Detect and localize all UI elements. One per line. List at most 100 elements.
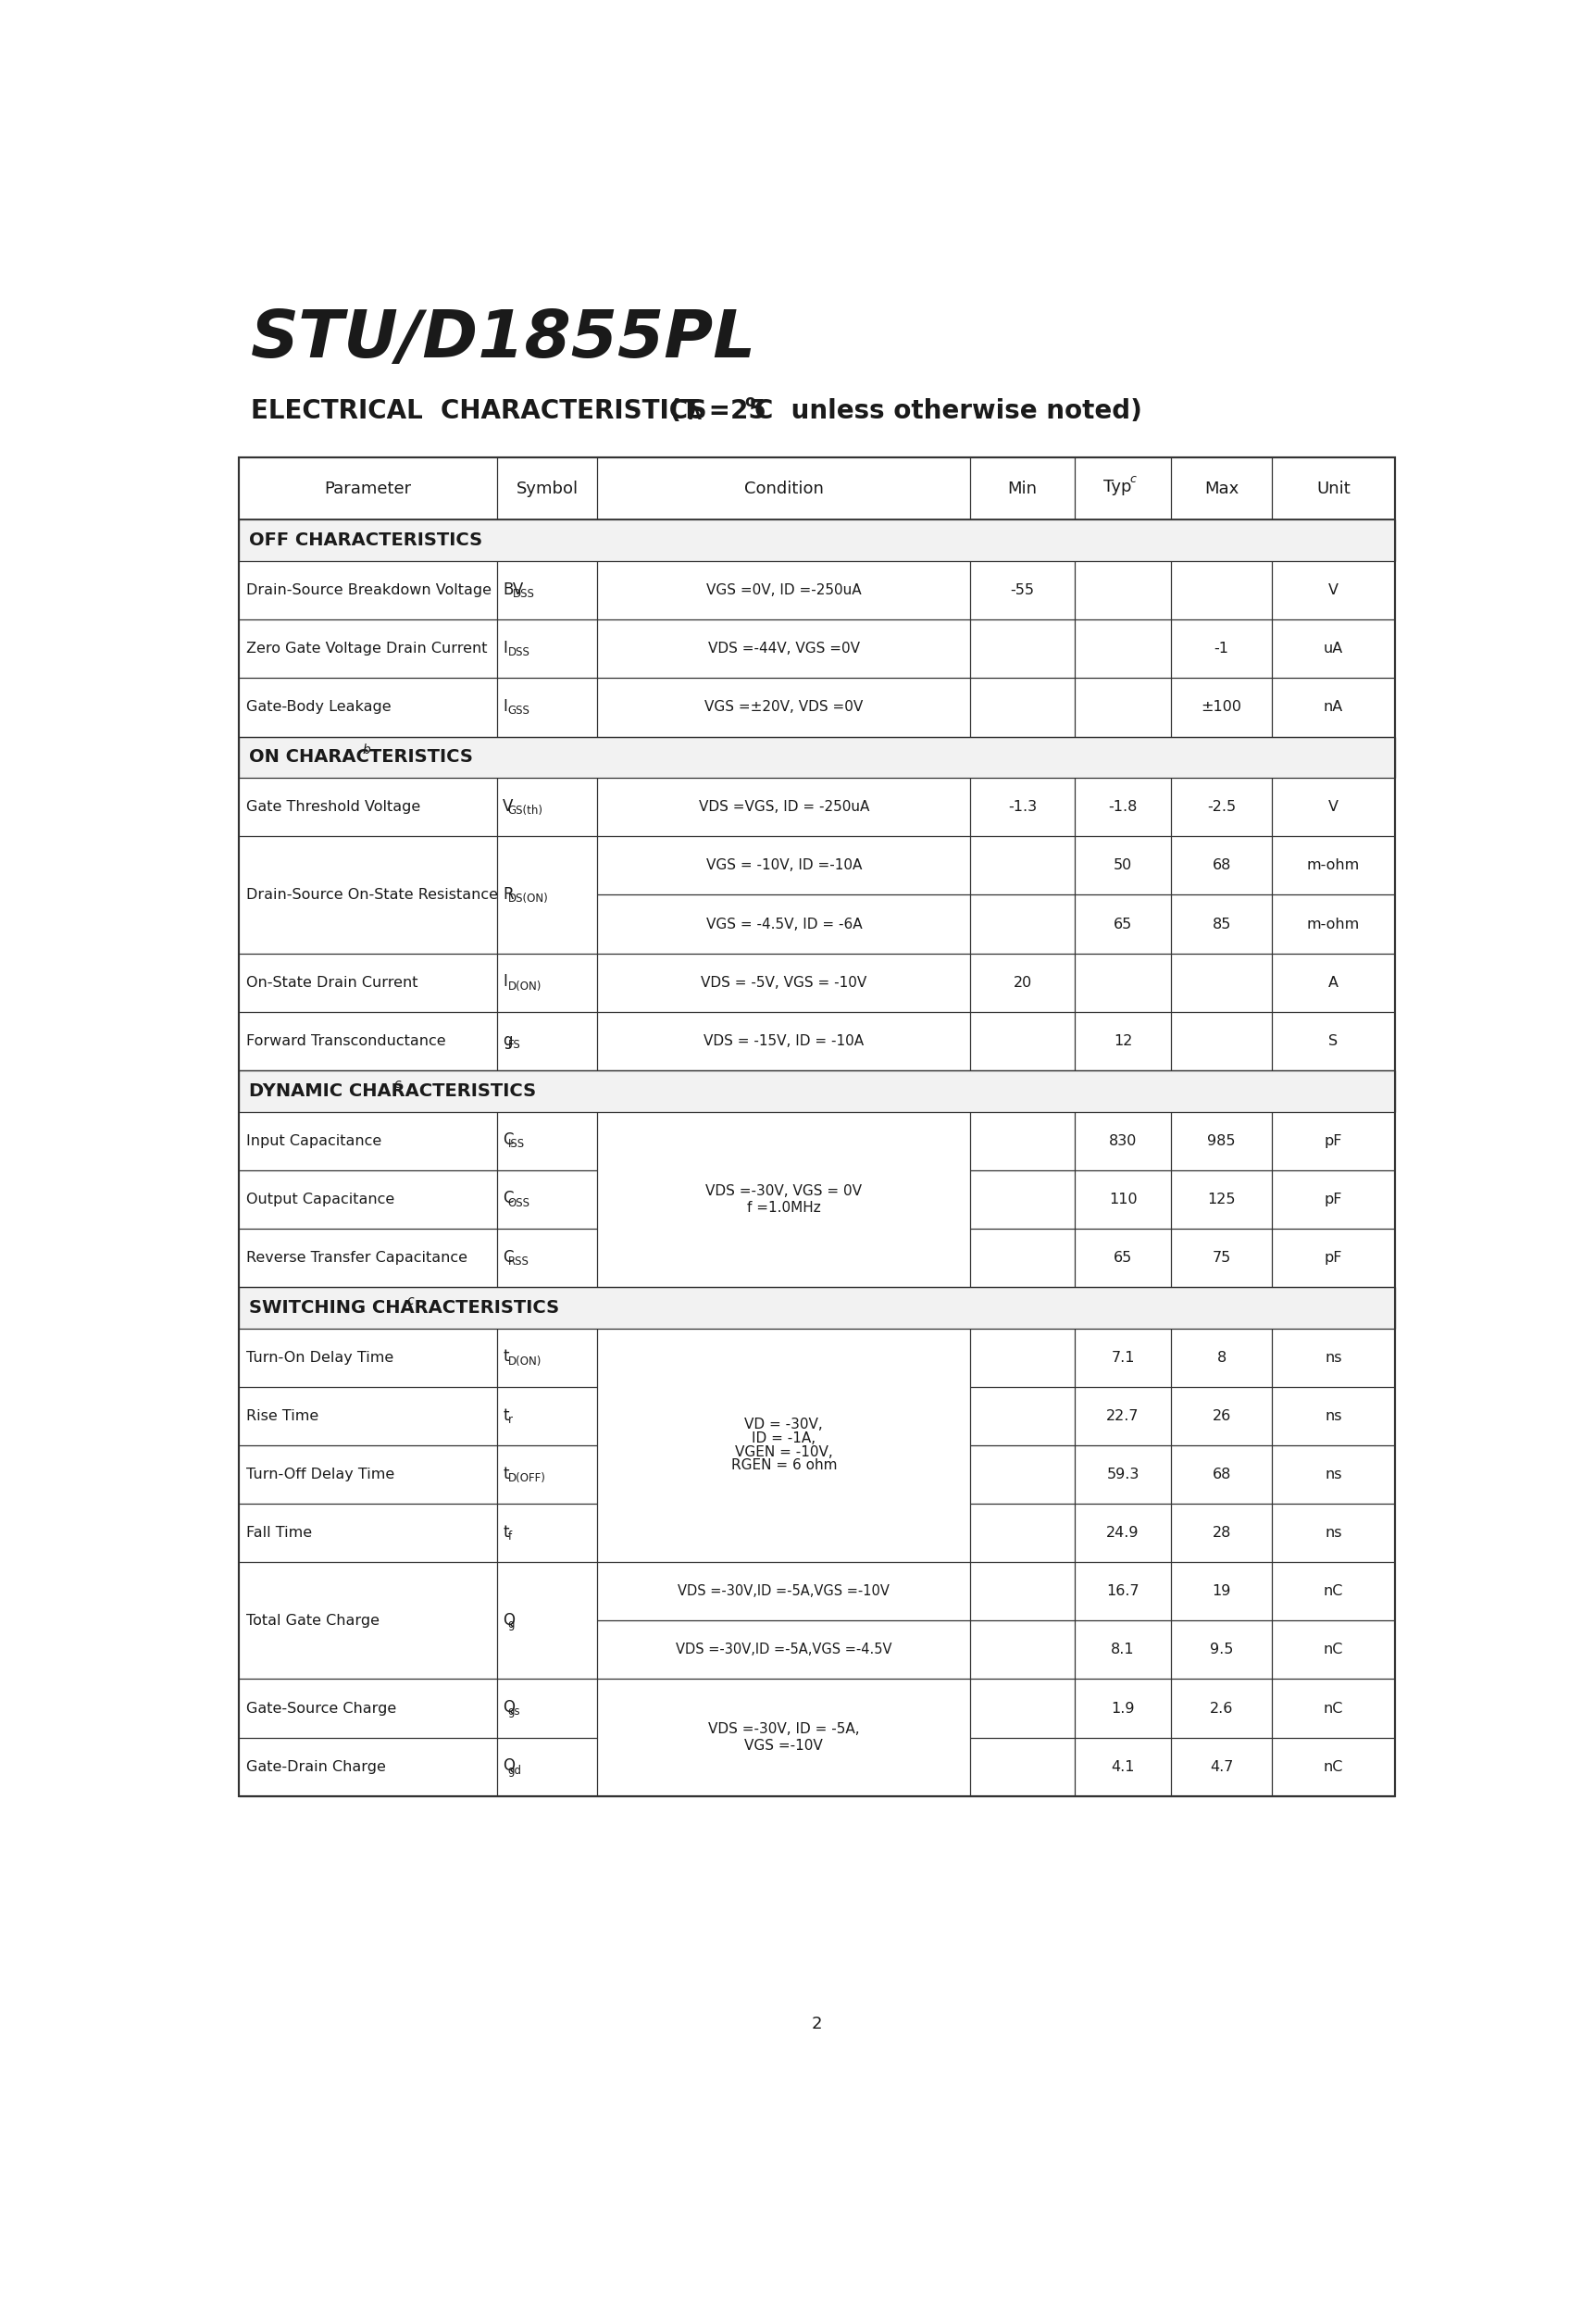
Text: C: C xyxy=(502,1190,513,1206)
Text: DS(ON): DS(ON) xyxy=(508,892,548,904)
Text: 125: 125 xyxy=(1207,1192,1235,1206)
Text: ID = -1A,: ID = -1A, xyxy=(752,1432,816,1446)
Text: VDS = -15V, ID = -10A: VDS = -15V, ID = -10A xyxy=(705,1034,864,1048)
Text: Q: Q xyxy=(502,1699,515,1715)
Text: BV: BV xyxy=(502,581,523,597)
Text: 2.6: 2.6 xyxy=(1210,1701,1234,1715)
Text: ns: ns xyxy=(1325,1527,1342,1541)
Text: A: A xyxy=(689,407,701,423)
Text: GS(th): GS(th) xyxy=(508,804,544,816)
Text: t: t xyxy=(502,1466,508,1483)
Text: Gate-Source Charge: Gate-Source Charge xyxy=(245,1701,395,1715)
Text: Q: Q xyxy=(502,1611,515,1629)
Text: Zero Gate Voltage Drain Current: Zero Gate Voltage Drain Current xyxy=(245,641,488,655)
Text: VGS =-10V: VGS =-10V xyxy=(744,1738,823,1752)
Text: GSS: GSS xyxy=(508,704,529,716)
Text: 8: 8 xyxy=(1216,1350,1226,1364)
Text: S: S xyxy=(1329,1034,1337,1048)
Text: V: V xyxy=(502,797,513,816)
Text: nC: nC xyxy=(1323,1585,1344,1599)
Text: g: g xyxy=(502,1032,512,1048)
Text: 59.3: 59.3 xyxy=(1106,1466,1140,1480)
Text: 26: 26 xyxy=(1211,1408,1231,1422)
Text: Max: Max xyxy=(1205,481,1239,497)
Text: gd: gd xyxy=(508,1764,521,1776)
Text: r: r xyxy=(508,1413,512,1425)
Text: RGEN = 6 ohm: RGEN = 6 ohm xyxy=(732,1459,837,1473)
Text: VDS =-44V, VGS =0V: VDS =-44V, VGS =0V xyxy=(708,641,859,655)
Text: Parameter: Parameter xyxy=(324,481,411,497)
Text: 28: 28 xyxy=(1211,1527,1231,1541)
Text: 20: 20 xyxy=(1014,976,1031,990)
Text: Typ: Typ xyxy=(1103,479,1132,495)
Text: t: t xyxy=(502,1348,508,1364)
Text: Gate Threshold Voltage: Gate Threshold Voltage xyxy=(245,799,421,813)
Text: D(ON): D(ON) xyxy=(508,981,542,992)
Text: Drain-Source Breakdown Voltage: Drain-Source Breakdown Voltage xyxy=(245,583,491,597)
Text: 16.7: 16.7 xyxy=(1106,1585,1140,1599)
Text: 68: 68 xyxy=(1211,1466,1231,1480)
Text: VDS =-30V,ID =-5A,VGS =-4.5V: VDS =-30V,ID =-5A,VGS =-4.5V xyxy=(676,1643,893,1657)
Text: 65: 65 xyxy=(1114,918,1132,932)
Text: DSS: DSS xyxy=(508,646,529,658)
Text: C: C xyxy=(502,1248,513,1264)
Text: f: f xyxy=(508,1532,512,1543)
Text: VD = -30V,: VD = -30V, xyxy=(744,1418,823,1432)
Bar xyxy=(239,1287,1395,1329)
Text: 22.7: 22.7 xyxy=(1106,1408,1140,1422)
Text: ns: ns xyxy=(1325,1408,1342,1422)
Text: Input Capacitance: Input Capacitance xyxy=(245,1134,381,1148)
Text: -2.5: -2.5 xyxy=(1207,799,1235,813)
Text: -55: -55 xyxy=(1011,583,1035,597)
Text: Output Capacitance: Output Capacitance xyxy=(245,1192,394,1206)
Bar xyxy=(239,521,1395,560)
Text: VGEN = -10V,: VGEN = -10V, xyxy=(735,1446,834,1459)
Text: Reverse Transfer Capacitance: Reverse Transfer Capacitance xyxy=(245,1250,467,1264)
Text: OFF CHARACTERISTICS: OFF CHARACTERISTICS xyxy=(249,532,481,548)
Text: 85: 85 xyxy=(1211,918,1231,932)
Text: ns: ns xyxy=(1325,1350,1342,1364)
Text: c: c xyxy=(1130,474,1137,486)
Text: 4.7: 4.7 xyxy=(1210,1759,1234,1773)
Text: 830: 830 xyxy=(1109,1134,1137,1148)
Text: VDS =-30V, ID = -5A,: VDS =-30V, ID = -5A, xyxy=(708,1722,859,1736)
Text: (T: (T xyxy=(652,397,698,423)
Text: ISS: ISS xyxy=(508,1139,524,1150)
Text: Symbol: Symbol xyxy=(516,481,579,497)
Text: Fall Time: Fall Time xyxy=(245,1527,312,1541)
Text: nC: nC xyxy=(1323,1701,1344,1715)
Bar xyxy=(239,458,1395,1796)
Text: c: c xyxy=(394,1078,402,1090)
Text: g: g xyxy=(508,1618,515,1629)
Text: pF: pF xyxy=(1325,1134,1342,1148)
Text: STU/D1855PL: STU/D1855PL xyxy=(250,307,757,372)
Text: -1.8: -1.8 xyxy=(1108,799,1138,813)
Text: =25: =25 xyxy=(700,397,767,423)
Text: VGS = -10V, ID =-10A: VGS = -10V, ID =-10A xyxy=(706,858,862,872)
Text: 50: 50 xyxy=(1114,858,1132,872)
Text: FS: FS xyxy=(508,1039,521,1050)
Text: Gate-Body Leakage: Gate-Body Leakage xyxy=(245,700,391,713)
Text: t: t xyxy=(502,1525,508,1541)
Text: 4.1: 4.1 xyxy=(1111,1759,1135,1773)
Bar xyxy=(239,737,1395,779)
Text: ns: ns xyxy=(1325,1466,1342,1480)
Text: 985: 985 xyxy=(1207,1134,1235,1148)
Text: 9.5: 9.5 xyxy=(1210,1643,1234,1657)
Text: 8.1: 8.1 xyxy=(1111,1643,1135,1657)
Text: Turn-Off Delay Time: Turn-Off Delay Time xyxy=(245,1466,394,1480)
Text: D(OFF): D(OFF) xyxy=(508,1471,545,1485)
Text: f =1.0MHz: f =1.0MHz xyxy=(748,1202,821,1215)
Text: ON CHARACTERISTICS: ON CHARACTERISTICS xyxy=(249,748,473,767)
Text: Q: Q xyxy=(502,1757,515,1776)
Text: OSS: OSS xyxy=(508,1197,529,1208)
Text: nA: nA xyxy=(1323,700,1344,713)
Text: Min: Min xyxy=(1007,481,1038,497)
Text: VGS =±20V, VDS =0V: VGS =±20V, VDS =0V xyxy=(705,700,864,713)
Text: VDS = -5V, VGS = -10V: VDS = -5V, VGS = -10V xyxy=(701,976,867,990)
Text: Turn-On Delay Time: Turn-On Delay Time xyxy=(245,1350,394,1364)
Text: 2: 2 xyxy=(811,2015,823,2034)
Text: I: I xyxy=(502,639,507,655)
Text: 1.9: 1.9 xyxy=(1111,1701,1135,1715)
Text: 75: 75 xyxy=(1211,1250,1231,1264)
